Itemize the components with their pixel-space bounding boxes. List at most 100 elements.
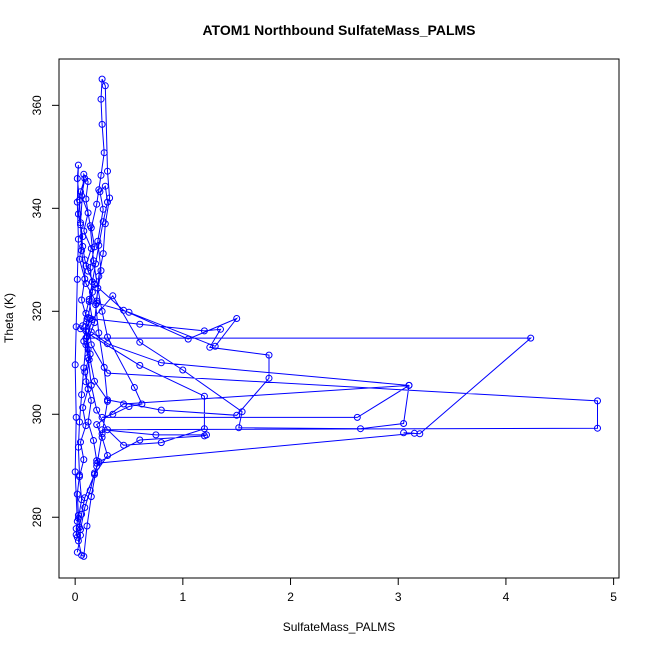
y-tick-label: 320 [30,301,44,321]
data-point [84,178,92,185]
y-tick-label: 340 [30,198,44,218]
data-point [84,267,92,275]
data-point [91,319,98,327]
data-point [76,418,83,426]
data-point [76,255,83,263]
data-point [77,221,84,229]
data-point [416,430,424,438]
data-point [353,413,361,421]
data-point [77,219,84,227]
data-point [73,175,81,182]
data-point [99,218,107,226]
data-point [527,334,535,342]
data-point [100,149,108,157]
data-point [203,431,210,439]
data-point [80,552,88,560]
data-point [93,297,101,305]
data-point [82,334,90,342]
data-point [93,421,101,429]
data-point [81,368,89,376]
data-point [92,301,100,309]
data-point [79,242,87,250]
data-point [104,396,111,404]
data-point [136,361,144,369]
data-point [97,171,105,179]
data-point [80,364,88,372]
data-point [72,413,80,421]
data-point [405,381,413,389]
data-point [130,384,138,391]
data-point [109,410,117,418]
data-point [101,182,109,190]
data-point [84,418,92,426]
chart-title: ATOM1 Northbound SulfateMass_PALMS [202,22,475,38]
data-point [91,243,98,251]
data-point [125,308,133,316]
x-tick-label: 2 [287,590,294,604]
data-point [81,494,89,502]
data-point [82,195,90,203]
data-point [95,272,103,280]
data-point [94,284,102,292]
data-point [400,420,408,427]
data-point [233,411,241,419]
data-point [217,325,224,333]
data-point [78,510,86,518]
data-point [82,280,90,287]
data-point [74,161,82,169]
data-point [81,275,89,283]
data-point [76,196,83,204]
data-point [106,194,114,202]
data-point [72,323,80,331]
series-line [74,78,598,558]
data-point [99,205,107,213]
data-point [98,430,106,438]
data-point [73,517,81,525]
data-point [233,315,241,322]
data-point [410,429,418,437]
data-point [78,391,86,399]
data-point [157,359,165,367]
data-point [179,366,187,374]
data-point [104,340,111,348]
data-point [101,220,109,228]
data-point [85,298,93,305]
data-point [357,425,364,433]
data-point [71,468,79,476]
data-point [235,424,243,432]
data-point [265,351,273,359]
data-point [136,436,144,444]
data-point [72,531,80,539]
data-point [91,471,98,478]
data-point [211,342,219,350]
data-point [84,314,92,321]
data-point [81,256,89,264]
data-point [87,341,95,349]
data-point [90,257,97,265]
data-point [98,120,106,128]
data-point [120,441,128,449]
y-tick-label: 280 [30,507,44,527]
data-point [91,377,98,385]
data-point [104,333,111,341]
data-point [157,406,165,414]
data-point [400,429,408,437]
x-tick-label: 5 [610,590,617,604]
data-point [136,320,144,328]
x-tick-label: 1 [180,590,187,604]
data-point [98,433,106,441]
data-point [90,437,97,444]
data-point [81,504,89,511]
data-point [136,338,144,346]
data-point [74,210,82,218]
data-point [82,309,90,317]
data-point [200,327,208,335]
data-point [100,363,108,371]
series-layer [71,75,601,560]
data-point [152,431,160,439]
y-tick-label: 300 [30,404,44,424]
data-point [82,378,90,386]
data-point [157,439,165,447]
data-point [104,426,111,434]
y-tick-label: 360 [30,95,44,115]
